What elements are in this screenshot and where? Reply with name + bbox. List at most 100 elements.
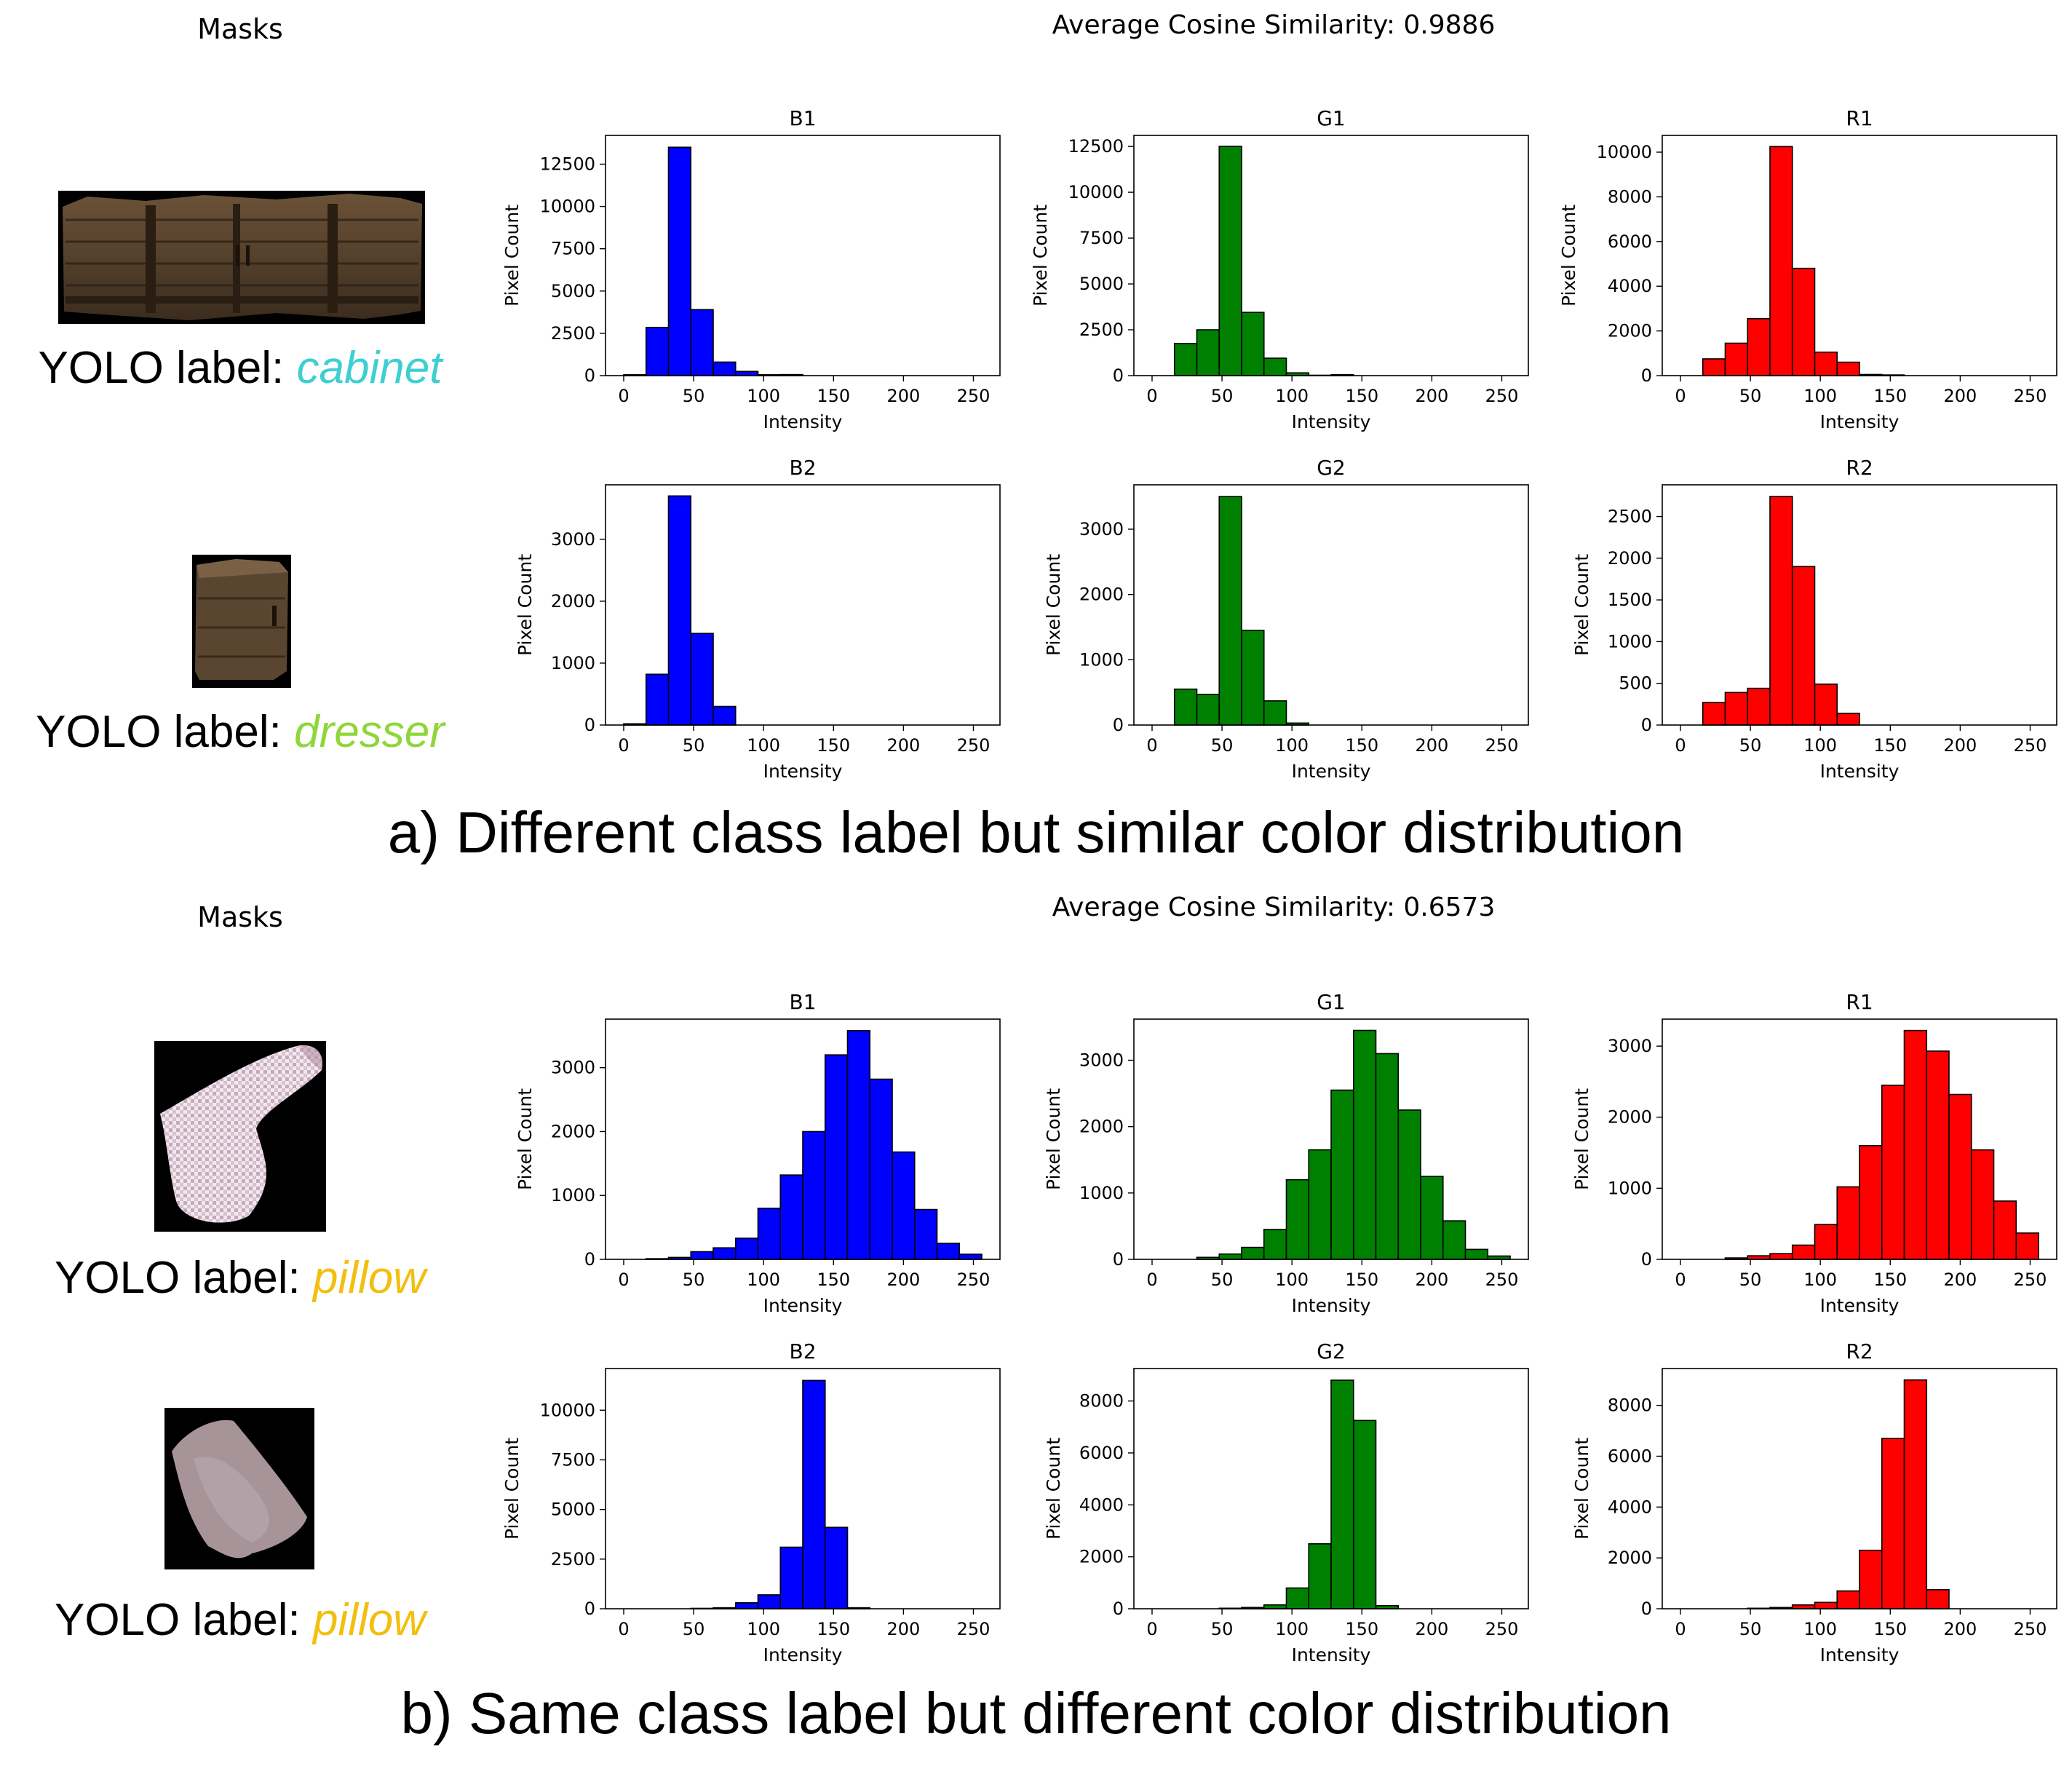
histogram-bar <box>1702 702 1726 726</box>
histogram-bar <box>1263 700 1287 726</box>
x-axis-label: Intensity <box>763 411 843 432</box>
x-tick-label: 100 <box>1803 1619 1837 1639</box>
histogram-b1-p0r0: 0 50 100 150 200 25002500500075001000012500B1… <box>501 106 1001 432</box>
cabinet-mask-drawing <box>63 194 422 320</box>
x-tick-label: 200 <box>1415 735 1448 756</box>
histogram-bar <box>1308 1149 1332 1260</box>
histogram-bar <box>1218 146 1242 376</box>
x-tick-label: 0 <box>618 1270 629 1290</box>
histogram-bar <box>1285 1587 1310 1609</box>
histogram-bar <box>802 1130 826 1260</box>
y-tick-label: 0 <box>1113 365 1124 386</box>
chart-title: R1 <box>1846 990 1873 1014</box>
histogram-bar <box>1814 351 1838 376</box>
histogram-bar <box>1881 1438 1905 1609</box>
histogram-bar <box>690 1251 714 1260</box>
y-tick-label: 1000 <box>551 653 595 673</box>
chart-title: R1 <box>1846 106 1873 130</box>
y-tick-label: 6000 <box>1608 1446 1652 1466</box>
x-tick-label: 150 <box>1345 1619 1378 1639</box>
histogram-bar <box>1747 317 1771 376</box>
histogram-bar <box>757 1207 782 1260</box>
y-tick-label: 0 <box>584 715 595 735</box>
yolo-label-pillow-1: YOLO label: pillow <box>0 1252 480 1304</box>
x-tick-label: 50 <box>1739 1619 1762 1639</box>
x-tick-label: 100 <box>747 735 780 756</box>
x-axis-label: Intensity <box>1292 1644 1371 1666</box>
yolo-label-prefix: YOLO label: <box>54 1253 313 1303</box>
chart-title: R2 <box>1846 1339 1873 1363</box>
dresser-mask-image <box>192 555 291 688</box>
x-tick-label: 200 <box>1943 735 1977 756</box>
x-tick-label: 250 <box>1485 1270 1519 1290</box>
y-tick-label: 2000 <box>1079 1547 1124 1567</box>
y-tick-label: 6000 <box>1079 1443 1124 1463</box>
x-tick-label: 250 <box>1485 1619 1519 1639</box>
x-tick-label: 250 <box>2014 1619 2047 1639</box>
y-tick-label: 8000 <box>1608 186 1652 207</box>
histogram-bar <box>869 1078 893 1260</box>
y-tick-label: 2000 <box>1608 548 1652 569</box>
y-axis-label: Pixel Count <box>1043 554 1064 656</box>
histogram-bar <box>1948 1093 1972 1260</box>
y-tick-label: 8000 <box>1608 1395 1652 1416</box>
y-tick-label: 5000 <box>1079 274 1124 294</box>
y-tick-label: 3000 <box>1079 519 1124 539</box>
x-tick-label: 100 <box>747 1619 780 1639</box>
y-tick-label: 0 <box>1641 365 1652 386</box>
x-tick-label: 250 <box>957 1619 991 1639</box>
histogram-bar <box>1836 1186 1860 1260</box>
histogram-bar <box>1814 1601 1838 1609</box>
x-tick-label: 250 <box>957 1270 991 1290</box>
plot-frame <box>1133 1018 1529 1260</box>
y-tick-label: 0 <box>1641 715 1652 735</box>
histogram-bar <box>1702 358 1726 376</box>
y-tick-label: 12500 <box>540 154 595 175</box>
histogram-bar <box>1970 1149 1995 1260</box>
similarity-title-a: Average Cosine Similarity: 0.9886 <box>1052 10 1496 40</box>
x-tick-label: 50 <box>1739 735 1762 756</box>
chart-title: G1 <box>1317 106 1346 130</box>
dresser-mask-drawing <box>195 559 288 680</box>
histogram-bar <box>1173 343 1198 376</box>
histogram-bar <box>1241 630 1265 726</box>
y-tick-label: 0 <box>1113 1249 1124 1270</box>
histogram-b2-p1r1: 0 50 100 150 200 250025005000750010000B2Inten… <box>501 1339 1001 1666</box>
x-tick-label: 250 <box>2014 1270 2047 1290</box>
x-tick-label: 0 <box>618 735 629 756</box>
y-tick-label: 1500 <box>1608 590 1652 610</box>
x-tick-label: 200 <box>1415 1270 1448 1290</box>
x-tick-label: 250 <box>957 386 991 406</box>
x-tick-label: 250 <box>2014 386 2047 406</box>
x-tick-label: 200 <box>886 1270 920 1290</box>
histogram-bar <box>913 1208 938 1260</box>
histogram-g2-p0r1: 0 50 100 150 200 250 0 1000 2000 3000 G2 Intensity P… <box>1043 456 1529 782</box>
x-tick-label: 150 <box>817 386 850 406</box>
histogram-bar <box>1442 1220 1466 1260</box>
x-tick-label: 50 <box>1211 386 1234 406</box>
histogram-r1-p1r0: 0 50 100 150 200 250 0 1000 2000 3000 R1 Intensity P… <box>1571 990 2057 1316</box>
histogram-bar <box>1769 496 1793 726</box>
chart-title: B2 <box>789 1339 816 1363</box>
y-tick-label: 1000 <box>1079 649 1124 670</box>
y-tick-label: 2500 <box>551 1549 595 1569</box>
x-tick-label: 50 <box>683 1270 705 1290</box>
x-tick-label: 150 <box>1345 735 1378 756</box>
y-tick-label: 4000 <box>1608 1497 1652 1517</box>
x-tick-label: 50 <box>683 735 705 756</box>
histogram-bar <box>1724 692 1749 726</box>
y-tick-label: 0 <box>584 1599 595 1619</box>
x-tick-label: 0 <box>618 386 629 406</box>
histogram-bar <box>645 673 670 726</box>
x-tick-label: 50 <box>1211 735 1234 756</box>
x-tick-label: 150 <box>817 735 850 756</box>
histogram-bar <box>1836 1590 1860 1609</box>
x-axis-label: Intensity <box>1820 1295 1900 1316</box>
similarity-title-b: Average Cosine Similarity: 0.6573 <box>1052 892 1496 922</box>
x-tick-label: 0 <box>1675 1270 1686 1290</box>
x-axis-label: Intensity <box>1292 411 1371 432</box>
x-axis-label: Intensity <box>1292 1295 1371 1316</box>
y-tick-label: 5000 <box>551 1500 595 1520</box>
histogram-g1-p1r0: 0 50 100 150 200 250 0 1000 2000 3000 G1 Intensity P… <box>1043 990 1529 1316</box>
